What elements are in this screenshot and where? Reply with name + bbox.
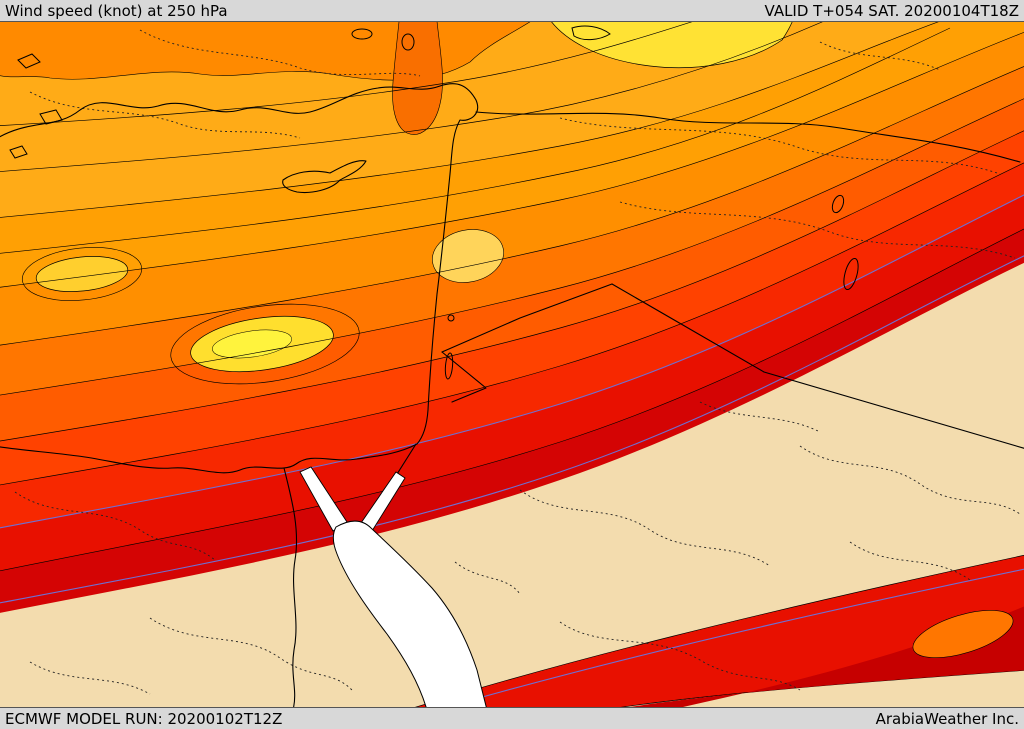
dotted-boundary — [454, 561, 521, 595]
lakes-and-islands — [9, 25, 859, 380]
isotach-contours — [0, 22, 1024, 604]
iraq-saudi-border — [611, 283, 1024, 449]
model-run-label: ECMWF MODEL RUN: 20200102T12Z — [5, 709, 283, 728]
contour-line — [0, 66, 1024, 346]
dotted-boundary — [29, 91, 301, 139]
cyprus-coastline — [282, 160, 367, 194]
jordan-saudi-border — [441, 283, 613, 353]
aegean-island — [17, 53, 41, 69]
border-zigzag — [441, 351, 487, 403]
contour-line — [0, 98, 1024, 396]
contour-line — [0, 22, 823, 172]
yellow-patch-pale — [432, 229, 504, 283]
yellow-contour-outer — [170, 303, 360, 385]
dotted-boundary — [14, 491, 216, 561]
dead-sea — [444, 352, 454, 380]
map-title: Wind speed (knot) at 250 hPa — [5, 1, 228, 20]
high-wind-orange-patches — [0, 22, 531, 135]
lake-outline — [843, 257, 859, 291]
nile-river — [283, 467, 298, 707]
mediterranean-coastline — [0, 83, 478, 474]
contour-line — [0, 22, 939, 218]
contour-line — [0, 27, 951, 254]
isotach-highlight-line — [0, 255, 1024, 604]
bottom-band-highlight — [445, 568, 1024, 707]
dotted-boundaries — [14, 29, 1021, 695]
bottom-jet-band — [414, 554, 1024, 707]
dotted-boundary — [849, 541, 971, 581]
dark-orange-core — [392, 22, 443, 135]
lake-outline — [571, 25, 611, 41]
dotted-boundary — [139, 29, 421, 77]
dotted-boundary — [559, 621, 801, 691]
dotted-boundary — [149, 617, 353, 691]
sea-of-galilee — [447, 314, 455, 322]
dotted-boundary — [799, 445, 1021, 515]
yellow-patch-topright — [551, 22, 793, 69]
brand-label: ArabiaWeather Inc. — [875, 709, 1019, 728]
yellow-patch-small — [35, 256, 129, 292]
dotted-boundary — [519, 489, 771, 567]
coastlines-and-borders — [0, 83, 1024, 707]
bottom-band-orange-cell — [912, 610, 1014, 658]
contour-line — [0, 130, 1024, 442]
red-sea-body — [333, 520, 487, 707]
aegean-island — [9, 145, 28, 159]
contour-line — [0, 228, 1024, 572]
turkey-syria-border — [475, 111, 1021, 163]
contour-line — [0, 31, 1024, 288]
aegean-island — [39, 109, 63, 125]
lake-outline — [401, 33, 415, 51]
valid-time-label: VALID T+054 SAT. 20200104T18Z — [764, 1, 1019, 20]
red-sea — [299, 466, 487, 707]
yellow-high-cells — [21, 22, 793, 385]
dotted-boundary — [29, 661, 151, 695]
isotach-highlight-line — [0, 194, 1024, 529]
footer-bar: ECMWF MODEL RUN: 20200102T12Z ArabiaWeat… — [0, 707, 1024, 729]
contour-line — [0, 162, 1024, 486]
yellow-contour-small-outer — [21, 247, 143, 301]
wind-speed-map — [0, 22, 1024, 707]
lake-outline — [831, 194, 845, 214]
header-bar: Wind speed (knot) at 250 hPa VALID T+054… — [0, 0, 1024, 22]
lake-outline — [351, 28, 373, 40]
yellow-patch-mid-core — [212, 329, 292, 359]
